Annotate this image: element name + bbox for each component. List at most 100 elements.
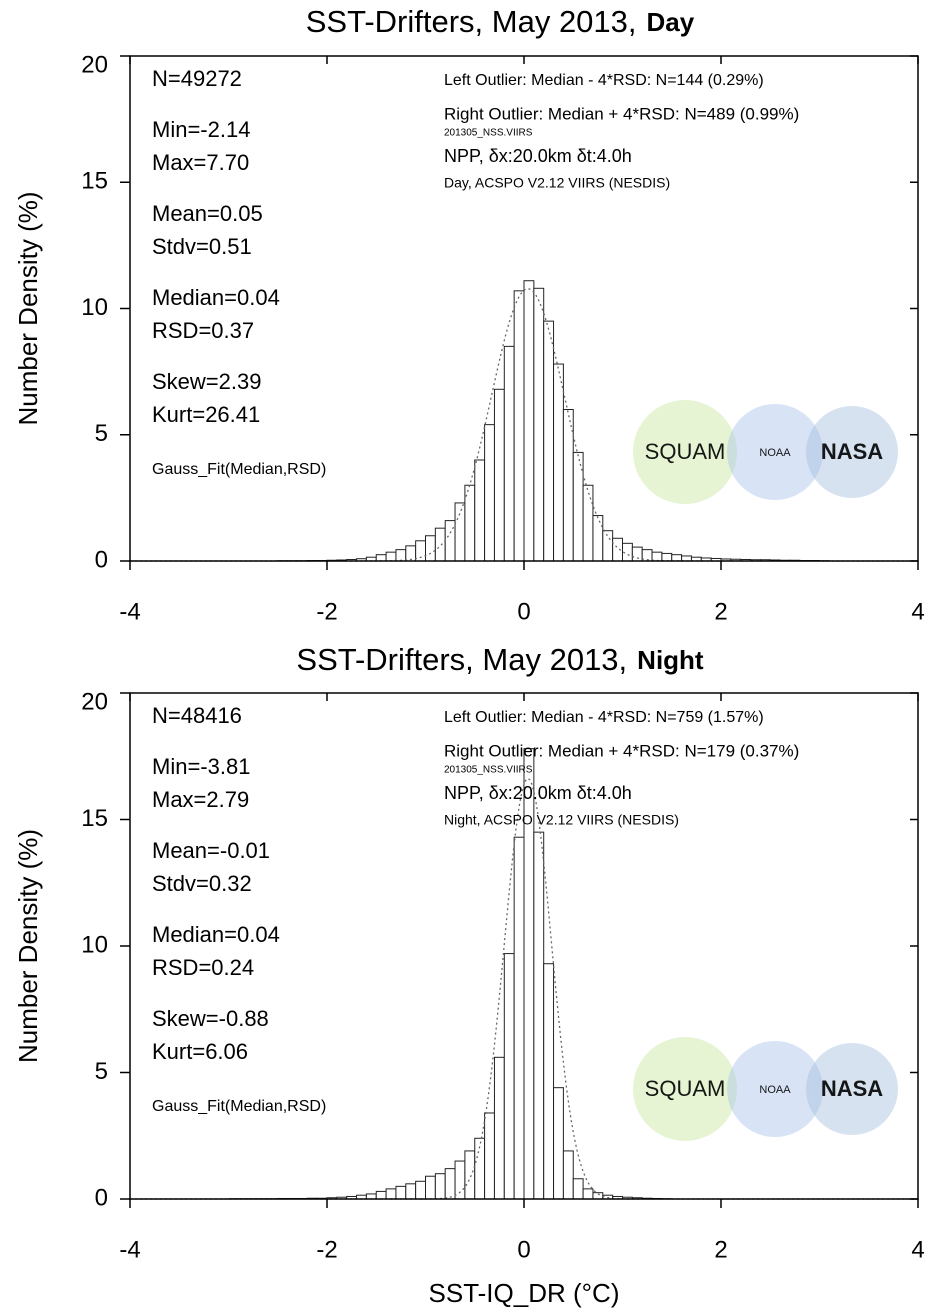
bar [454, 1160, 466, 1200]
logo [727, 404, 823, 500]
chart-title-suffix: Night [637, 645, 704, 675]
x-tick-label: -4 [119, 598, 140, 625]
stat-text: N=49272 [152, 66, 242, 91]
y-tick-label: 20 [81, 51, 108, 78]
bar [484, 1112, 495, 1200]
stat-text: Stdv=0.51 [152, 234, 252, 259]
chart-title-suffix: Day [647, 7, 695, 37]
bar [464, 1150, 476, 1200]
bar [661, 552, 673, 562]
chart-title-main: SST-Drifters, May 2013, [296, 642, 627, 677]
bar [562, 409, 574, 562]
stat-text: Kurt=26.41 [152, 402, 260, 427]
bar [365, 1193, 377, 1200]
logo-text: NASA [821, 1076, 883, 1101]
note-text: NPP, δx:20.0km δt:4.0h [444, 783, 632, 803]
bar [405, 1183, 417, 1200]
bar [474, 459, 486, 562]
bar [484, 424, 495, 562]
stat-text: Min=-3.81 [152, 754, 250, 779]
bar [553, 1087, 564, 1200]
bar [513, 836, 525, 1200]
y-axis-label: Number Density (%) [13, 191, 43, 425]
x-tick-label: -2 [316, 1236, 337, 1263]
bar [523, 280, 535, 562]
stat-text: Mean=-0.01 [152, 838, 270, 863]
note-text: NPP, δx:20.0km δt:4.0h [444, 146, 632, 166]
note-text: Right Outlier: Median + 4*RSD: N=179 (0.… [444, 741, 799, 760]
bar [513, 290, 525, 562]
chart-title: SST-Drifters, May 2013, Night [296, 642, 704, 677]
bar [434, 527, 446, 562]
x-tick-label: 0 [517, 598, 530, 625]
stat-text: RSD=0.37 [152, 318, 254, 343]
bar [395, 549, 407, 562]
x-tick-label: 2 [714, 598, 727, 625]
y-tick-label: 5 [95, 420, 108, 447]
x-tick-label: 2 [714, 1236, 727, 1263]
bar [572, 451, 584, 562]
x-tick-label: -4 [119, 1236, 140, 1263]
bar [533, 831, 545, 1200]
chart-title: SST-Drifters, May 2013, Day [306, 4, 695, 39]
bar [572, 1178, 584, 1200]
stat-text: Min=-2.14 [152, 117, 250, 142]
y-axis-label: Number Density (%) [13, 829, 43, 1063]
bar [612, 537, 624, 562]
chart-title-main: SST-Drifters, May 2013, [306, 4, 637, 39]
bar [375, 554, 387, 562]
logo [727, 1041, 823, 1137]
bar [444, 520, 456, 562]
bar [533, 287, 545, 562]
bar [582, 484, 594, 562]
y-tick-label: 5 [95, 1058, 108, 1085]
stat-text: Max=7.70 [152, 150, 249, 175]
logo-text: SQUAM [645, 439, 726, 464]
note-text: Right Outlier: Median + 4*RSD: N=489 (0.… [444, 104, 799, 123]
y-tick-label: 15 [81, 805, 108, 832]
logo-text: NOAA [759, 447, 791, 459]
logo-text: NASA [821, 439, 883, 464]
bar [503, 345, 515, 562]
bar [592, 515, 604, 562]
bar [454, 502, 466, 562]
bar [582, 1188, 594, 1200]
bar [385, 551, 397, 562]
y-tick-label: 15 [81, 168, 108, 195]
bar [415, 1180, 426, 1200]
bar [425, 1175, 436, 1200]
bar [631, 546, 643, 562]
fit-label: Gauss_Fit(Median,RSD) [152, 461, 326, 478]
bar [425, 535, 436, 562]
bar [493, 1056, 505, 1200]
bar [503, 953, 515, 1200]
bar [434, 1173, 446, 1200]
y-tick-label: 10 [81, 931, 108, 958]
stat-text: Max=2.79 [152, 787, 249, 812]
stat-text: Skew=2.39 [152, 369, 261, 394]
y-tick-label: 0 [95, 1184, 108, 1211]
bar [405, 545, 417, 562]
stat-text: Mean=0.05 [152, 201, 263, 226]
y-tick-label: 20 [81, 688, 108, 715]
bar [543, 963, 555, 1200]
fit-label: Gauss_Fit(Median,RSD) [152, 1098, 326, 1115]
stat-text: Median=0.04 [152, 285, 280, 310]
x-tick-label: 4 [911, 598, 924, 625]
bar [385, 1188, 397, 1200]
note-text: 201305_NSS.VIIRS [444, 128, 533, 139]
stat-text: N=48416 [152, 703, 242, 728]
logo [633, 1037, 737, 1141]
x-tick-label: 4 [911, 1236, 924, 1263]
logo [806, 406, 898, 498]
y-tick-label: 10 [81, 294, 108, 321]
bar [493, 388, 505, 562]
note-text: Night, ACSPO V2.12 VIIRS (NESDIS) [444, 812, 679, 828]
stat-text: Kurt=6.06 [152, 1039, 248, 1064]
y-tick-label: 0 [95, 546, 108, 573]
note-text: 201305_NSS.VIIRS [444, 765, 533, 776]
logo-text: SQUAM [645, 1076, 726, 1101]
bar [553, 363, 564, 562]
